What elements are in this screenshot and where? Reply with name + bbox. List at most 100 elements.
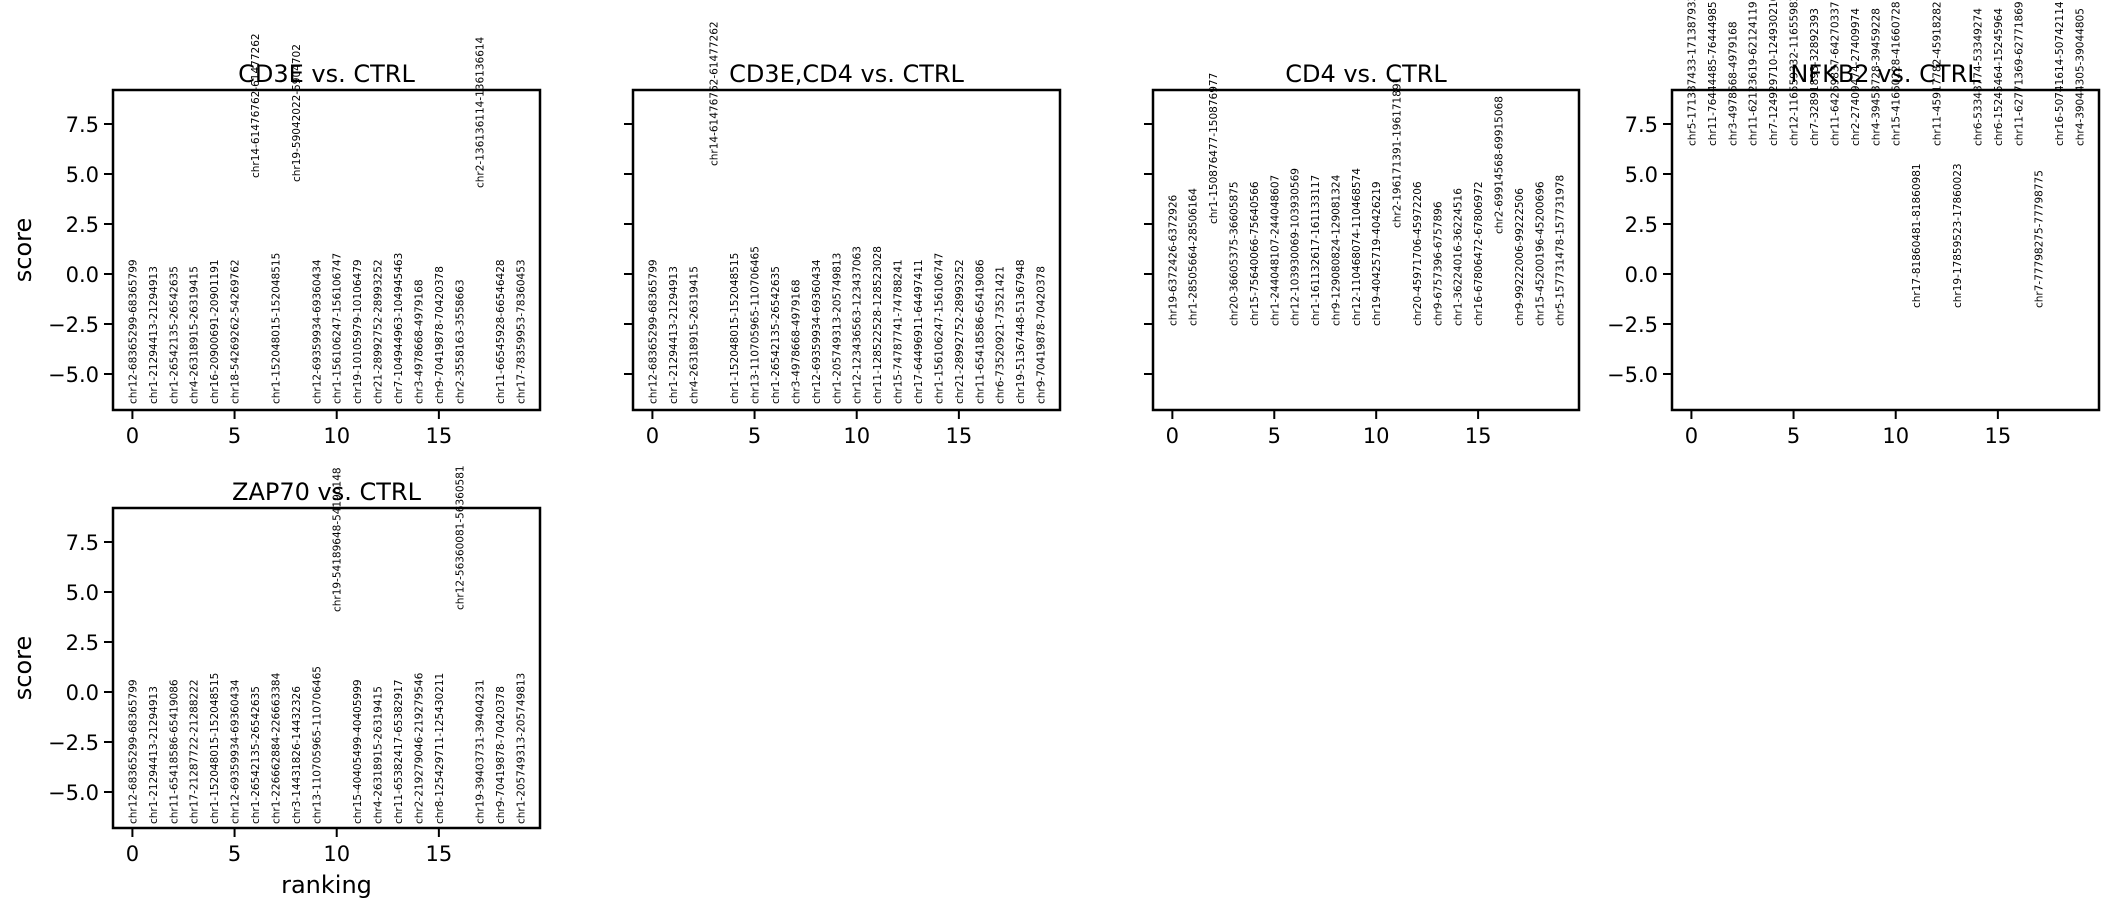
data-point-label: chr11-65382417-65382917 (393, 679, 405, 824)
chart-panel: NFKB2 vs. CTRL 0 5 10 15 −5.0 −2.5 0.0 2.5 5.0 7.5… (1607, 0, 2101, 448)
data-point-label: chr1-26542135-26542635 (770, 266, 782, 404)
data-point-label: chr15-41660228-41660728 (1891, 1, 1903, 146)
data-point-label: chr16-20900691-20901191 (209, 259, 221, 404)
y-tick-label: 2.5 (1625, 213, 1658, 237)
data-point-label: chr11-66545928-66546428 (495, 259, 507, 404)
data-point-label: chr19-59042022-5904702 (291, 44, 303, 182)
data-point-label: chr4-26318915-26319415 (189, 266, 201, 404)
data-point-label: chr16-67806472-67806972 (1473, 181, 1485, 326)
x-axis-label: ranking (281, 871, 372, 899)
data-point-label: chr15-40405499-40405999 (352, 679, 364, 824)
y-tick-label: 0.0 (66, 681, 99, 705)
data-point-label: chr6-73520921-73521421 (995, 266, 1007, 404)
data-point-label: chr19-39403731-39404231 (475, 679, 487, 824)
data-point-label: chr12-68365299-68365799 (647, 259, 659, 404)
y-tick-label: −2.5 (48, 313, 99, 337)
y-tick-label: 7.5 (1625, 113, 1658, 137)
data-point-label: chr12-68365299-68365799 (127, 259, 139, 404)
data-point-label: chr7-104944963-104945463 (393, 253, 405, 404)
y-tick-label: −2.5 (48, 731, 99, 755)
x-tick-label: 15 (426, 424, 453, 448)
data-point-label: chr1-150876477-150876977 (1208, 73, 1220, 224)
data-point-label: chr1-152048015-152048515 (209, 673, 221, 824)
data-point-label: chr13-110705965-110706465 (750, 246, 762, 404)
x-tick-label: 0 (126, 424, 139, 448)
data-point-label: chr2-69914568-69915068 (1493, 96, 1505, 234)
data-point-label: chr4-26318915-26319415 (688, 266, 700, 404)
data-point-label: chr2-136136114-136136614 (475, 36, 487, 188)
data-point-label: chr17-81860481-81860981 (1911, 163, 1923, 308)
x-tick-label: 0 (646, 424, 659, 448)
data-point-label: chr4-26318915-26319415 (373, 686, 385, 824)
data-point-label: chr2-27409474-27409974 (1850, 8, 1862, 146)
x-tick-label: 5 (228, 842, 241, 866)
chart-title: CD4 vs. CTRL (1285, 60, 1447, 88)
y-tick-label: 5.0 (1625, 163, 1658, 187)
data-point-label: chr9-70419878-70420378 (495, 686, 507, 824)
data-point-label: chr11-128522528-128523028 (872, 246, 884, 404)
data-point-label: chr11-76444485-76444985 (1707, 1, 1719, 146)
data-point-label: chr1-21294413-21294913 (668, 266, 680, 404)
data-point-label: chr4-39458728-39459228 (1870, 8, 1882, 146)
data-point-label: chr7-124929710-124930210 (1768, 0, 1780, 146)
data-point-label: chr9-70419878-70420378 (1036, 266, 1048, 404)
data-point-label: chr19-54189648-54190148 (332, 467, 344, 612)
x-tick-label: 10 (323, 842, 350, 866)
y-tick-label: 0.0 (66, 263, 99, 287)
x-tick-label: 15 (1465, 424, 1492, 448)
data-point-label: chr12-69359934-69360434 (311, 259, 323, 404)
data-point-label: chr1-26542135-26542635 (168, 266, 180, 404)
x-tick-label: 5 (1268, 424, 1281, 448)
data-point-label: chr11-65418586-65419086 (168, 679, 180, 824)
x-tick-label: 0 (1166, 424, 1179, 448)
x-tick-label: 10 (1882, 424, 1909, 448)
data-point-label: chr19-10105979-10106479 (352, 259, 364, 404)
y-axis-label: score (9, 218, 37, 283)
y-tick-label: 2.5 (66, 631, 99, 655)
data-point-label: chr1-156106247-156106747 (332, 253, 344, 404)
data-point-label: chr15-45200196-45200696 (1534, 181, 1546, 326)
x-tick-label: 10 (843, 424, 870, 448)
x-tick-label: 0 (1685, 424, 1698, 448)
x-tick-label: 15 (426, 842, 453, 866)
data-point-label: chr12-69359934-69360434 (230, 679, 242, 824)
data-point-label: chr1-244048107-244048607 (1269, 175, 1281, 326)
data-point-label: chr12-116559332-116559832 (1789, 0, 1801, 146)
data-point-label: chr19-40425719-40426219 (1371, 181, 1383, 326)
data-point-label: chr19-6372426-6372926 (1167, 194, 1179, 326)
axes-frame (631, 88, 1062, 412)
data-point-label: chr3-4978668-4979168 (413, 279, 425, 404)
data-point-label: chr19-51367448-51367948 (1015, 259, 1027, 404)
data-point-label: chr21-28992752-28993252 (373, 259, 385, 404)
data-point-label: chr21-28992752-28993252 (954, 259, 966, 404)
data-point-label: chr5-171387433-171387933 (1686, 0, 1698, 146)
data-point-label: chr1-36224016-36224516 (1453, 188, 1465, 326)
y-tick-label: 0.0 (1625, 263, 1658, 287)
y-tick-label: 2.5 (66, 213, 99, 237)
data-point-label: chr18-54269262-54269762 (230, 259, 242, 404)
axes-frame (1670, 88, 2101, 412)
data-point-label: chr17-21287722-21288222 (189, 679, 201, 824)
data-point-label: chr3-14431826-14432326 (291, 686, 303, 824)
chart-panel: CD4 vs. CTRL 0 5 10 15 chr19-6372426-6372926 c… (1144, 60, 1581, 448)
x-tick-label: 5 (748, 424, 761, 448)
data-point-label: chr12-56360081-56360581 (454, 465, 466, 610)
data-point-label: chr1-152048015-152048515 (729, 253, 741, 404)
data-point-label: chr9-70419878-70420378 (434, 266, 446, 404)
data-point-label: chr8-125429711-125430211 (434, 673, 446, 824)
x-tick-label: 10 (323, 424, 350, 448)
y-tick-label: −5.0 (48, 363, 99, 387)
y-tick-label: 7.5 (66, 113, 99, 137)
data-point-label: chr9-6757396-6757896 (1432, 201, 1444, 326)
x-tick-label: 10 (1363, 424, 1390, 448)
data-point-label: chr12-69359934-69360434 (811, 259, 823, 404)
data-point-label: chr14-61476762-61477262 (250, 33, 262, 178)
data-point-label: chr1-161132617-161133117 (1310, 175, 1322, 326)
chart-title: CD3E vs. CTRL (238, 60, 415, 88)
x-tick-label: 5 (1787, 424, 1800, 448)
data-point-label: chr17-78359953-78360453 (516, 259, 528, 404)
data-point-label: chr15-74787741-74788241 (893, 259, 905, 404)
x-tick-label: 0 (126, 842, 139, 866)
data-point-label: chr11-45917782-45918282 (1932, 1, 1944, 146)
